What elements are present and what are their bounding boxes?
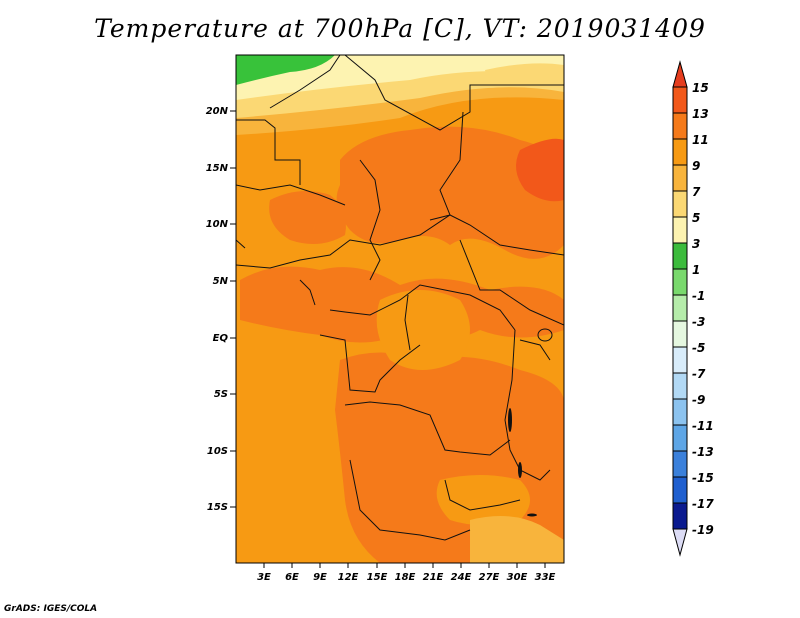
lake-victoria [537,328,553,342]
lon-label: 9E [313,572,327,583]
lat-label: 15S [207,502,228,513]
colorbar-label: 3 [692,237,700,251]
colorbar-label: -11 [692,419,714,433]
lon-label: 24E [451,572,472,583]
colorbar-label: 11 [692,133,709,147]
lon-label: 27E [479,572,500,583]
red-orange-northeast [516,138,564,202]
colorbar-label: -5 [692,341,705,355]
lat-label: 20N [206,106,229,117]
colorbar-swatch [672,372,688,400]
map-frame [235,54,565,564]
lat-ticks [230,110,236,508]
colorbar-swatch [672,112,688,140]
lon-ticks [263,563,546,568]
colorbar-swatch [672,502,688,530]
dark-orange-west [269,191,346,244]
colorbar-swatch [672,190,688,218]
lon-label: 12E [338,572,359,583]
colorbar: 15 13 11 9 7 5 3 1 -1 -3 -5 -7 -9 -11 -1… [672,60,714,557]
country-boundaries [236,55,564,541]
colorbar-label: 1 [692,263,700,277]
colorbar-top-arrow [672,60,688,88]
light-orange-south [470,516,564,563]
lat-label: EQ [213,333,229,344]
lon-label: 21E [423,572,444,583]
colorbar-swatch [672,346,688,374]
lat-label: 5S [214,389,228,400]
lon-label: 33E [535,572,556,583]
lat-label: 5N [213,276,229,287]
colorbar-label: 9 [692,159,700,173]
orange-pocket-central [376,290,470,370]
colorbar-swatch [672,294,688,322]
colorbar-swatch [672,164,688,192]
light-yellow-patch [485,63,564,88]
dark-orange-north [336,126,564,259]
colorbar-label: 15 [692,81,709,95]
green-region [236,55,335,85]
lon-label: 3E [257,572,271,583]
colorbar-label: -7 [692,367,706,381]
lake-tanganyika [508,408,512,432]
lake-kariba [527,513,537,517]
grads-credit: GrADS: IGES/COLA [4,604,98,614]
colorbar-label: -13 [692,445,714,459]
colorbar-label: -9 [692,393,705,407]
colorbar-swatch [672,424,688,452]
colorbar-label: 5 [692,211,700,225]
temperature-field [236,55,564,563]
colorbar-swatch [672,268,688,296]
colorbar-swatch [672,242,688,270]
colorbar-label: -3 [692,315,705,329]
colorbar-swatch [672,450,688,478]
lon-label: 6E [285,572,299,583]
colorbar-swatch [672,320,688,348]
lon-label: 15E [367,572,388,583]
lat-label: 10S [207,446,228,457]
lon-label: 18E [395,572,416,583]
colorbar-swatch [672,86,688,114]
orange-pocket-south [436,475,530,525]
colorbar-swatch [672,216,688,244]
lon-label: 30E [507,572,528,583]
colorbar-label: 13 [692,107,709,121]
pale-yellow-band [236,55,564,100]
colorbar-swatch [672,138,688,166]
colorbar-swatch [672,398,688,426]
lat-label: 15N [206,163,229,174]
colorbar-label: -15 [692,471,714,485]
colorbar-label: -19 [692,523,714,537]
map-title: Temperature at 700hPa [C], VT: 201903140… [94,14,706,43]
colorbar-bottom-arrow [672,528,688,557]
colorbar-label: 7 [692,185,701,199]
lakes [508,328,553,517]
colorbar-swatch [672,476,688,504]
lake-malawi [518,462,522,478]
colorbar-label: -17 [692,497,714,511]
colorbar-label: -1 [692,289,705,303]
lat-label: 10N [206,219,229,230]
